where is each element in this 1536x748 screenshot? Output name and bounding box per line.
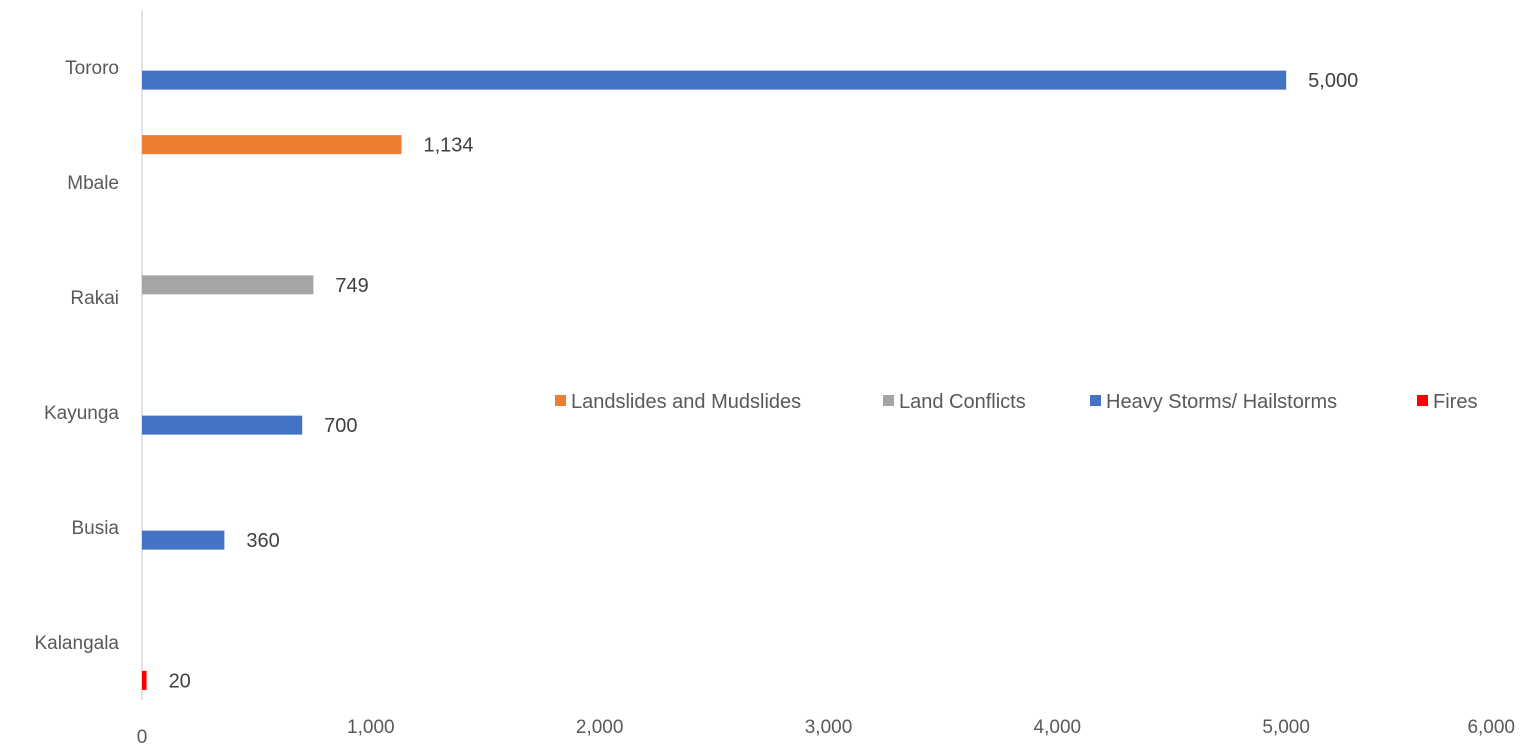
data-label: 20 <box>169 670 191 692</box>
legend-label: Landslides and Mudslides <box>571 391 801 413</box>
legend-label: Heavy Storms/ Hailstorms <box>1106 391 1337 413</box>
bars-group <box>142 70 1287 690</box>
x-tick-label: 6,000 <box>1467 717 1515 738</box>
data-label: 360 <box>246 530 279 552</box>
data-label: 1,134 <box>423 135 473 157</box>
legend-label: Fires <box>1433 391 1477 413</box>
category-label: Tororo <box>65 58 119 79</box>
category-label: Busia <box>71 518 119 539</box>
category-label: Kayunga <box>44 403 119 424</box>
x-tick-label: 2,000 <box>576 717 624 738</box>
legend-swatch <box>883 395 894 406</box>
category-label: Kalangala <box>34 633 119 654</box>
bar <box>142 670 147 690</box>
category-label: Rakai <box>70 288 119 309</box>
x-tick-label: 3,000 <box>805 717 853 738</box>
bar <box>142 415 303 435</box>
legend-swatch <box>1417 395 1428 406</box>
legend-swatch <box>555 395 566 406</box>
x-tick-label: 5,000 <box>1262 717 1310 738</box>
bar <box>142 70 1287 90</box>
category-labels: Tororo Mbale Rakai Kayunga Busia Kalangala <box>34 58 119 654</box>
data-labels-group: 5,000 1,134 749 700 360 20 <box>169 70 1359 692</box>
legend-swatch <box>1090 395 1101 406</box>
x-tick-label: 1,000 <box>347 717 395 738</box>
bar <box>142 135 402 155</box>
x-tick-label: 0 <box>137 727 148 748</box>
legend: Landslides and Mudslides Land Conflicts He… <box>555 391 1477 413</box>
bar <box>142 530 225 550</box>
data-label: 700 <box>324 415 357 437</box>
x-tick-labels: 0 1,000 2,000 3,000 4,000 5,000 6,000 <box>137 717 1515 748</box>
legend-label: Land Conflicts <box>899 391 1026 413</box>
data-label: 5,000 <box>1308 70 1358 92</box>
bar <box>142 275 314 295</box>
x-tick-label: 4,000 <box>1034 717 1082 738</box>
category-label: Mbale <box>67 173 119 194</box>
data-label: 749 <box>335 275 368 297</box>
